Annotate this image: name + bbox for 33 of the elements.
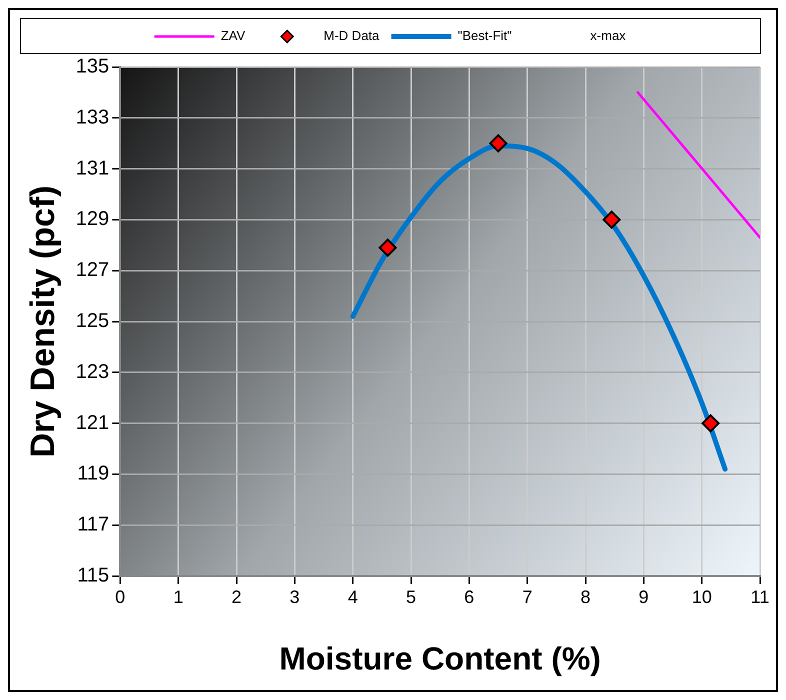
x-tick-label: 5 bbox=[406, 586, 416, 607]
x-axis-title: Moisture Content (%) bbox=[279, 640, 601, 677]
y-tick-label: 115 bbox=[77, 564, 110, 587]
y-tick-label: 121 bbox=[76, 412, 110, 434]
point bbox=[378, 238, 397, 257]
y-tick-label: 117 bbox=[77, 514, 110, 536]
x-tick-label: 11 bbox=[750, 586, 770, 607]
y-tick-label: 125 bbox=[76, 310, 110, 332]
x-tick-label: 0 bbox=[115, 586, 126, 607]
point bbox=[602, 210, 621, 229]
point bbox=[489, 134, 508, 152]
x-tick-label: 7 bbox=[522, 586, 532, 607]
x-tick-label: 9 bbox=[638, 586, 649, 607]
x-tick-label: 10 bbox=[692, 586, 712, 607]
x-tick-label: 3 bbox=[290, 586, 300, 607]
x-tick-label: 1 bbox=[173, 586, 184, 607]
point bbox=[702, 414, 720, 432]
y-tick-label: 129 bbox=[76, 208, 110, 230]
y-tick-label: 135 bbox=[76, 56, 110, 78]
legend-label: M-D Data bbox=[324, 28, 380, 44]
x-tick-label: 2 bbox=[231, 586, 242, 607]
x-tick-label: 6 bbox=[464, 586, 474, 607]
x-tick-label: 8 bbox=[580, 586, 591, 607]
y-tick-label: 133 bbox=[76, 106, 110, 128]
y-tick-label: 127 bbox=[76, 259, 110, 282]
legend-label: "Best-Fit" bbox=[458, 28, 512, 44]
y-tick-label: 119 bbox=[77, 462, 110, 485]
y-tick-label: 131 bbox=[76, 157, 110, 180]
legend-label: ZAV bbox=[220, 28, 246, 44]
text: x-max bbox=[590, 28, 626, 44]
y-tick-label: 123 bbox=[76, 360, 110, 383]
y-axis-title: Dry Density (pcf) bbox=[24, 185, 62, 458]
x-tick-label: 4 bbox=[348, 586, 358, 607]
